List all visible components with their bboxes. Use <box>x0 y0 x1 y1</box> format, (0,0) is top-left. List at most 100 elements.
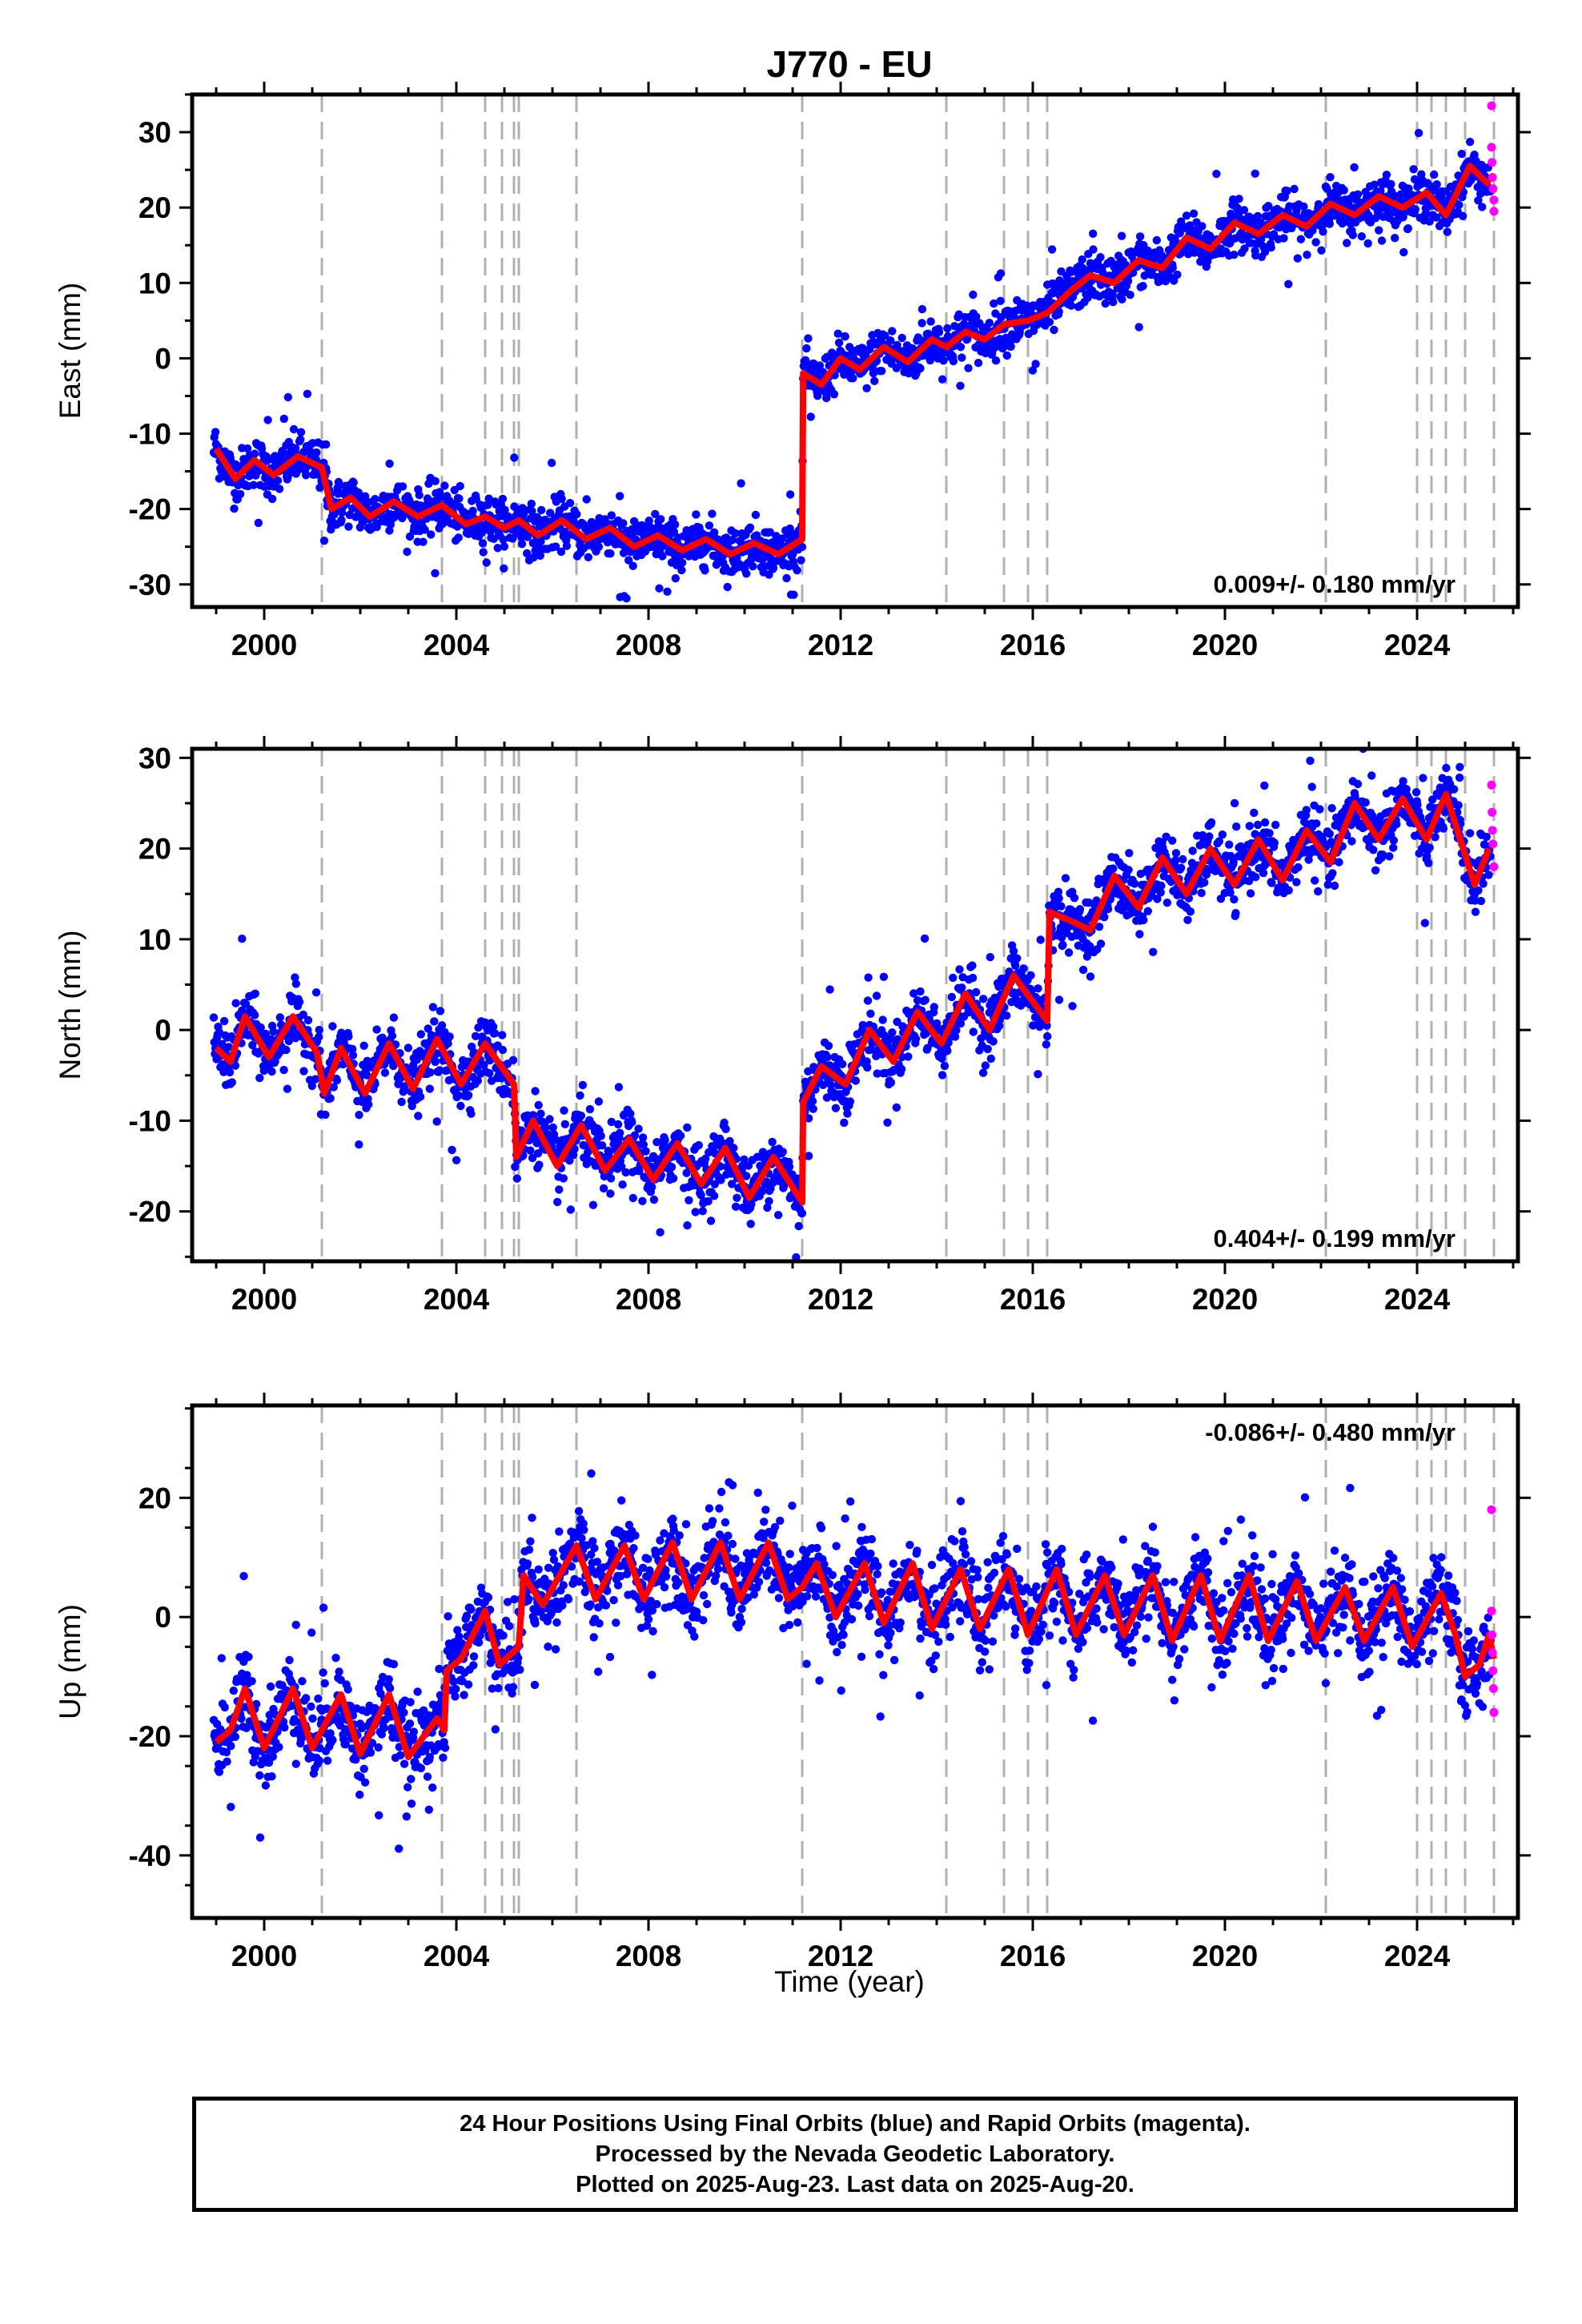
data-point <box>536 551 544 560</box>
outlier-point <box>431 569 440 577</box>
data-point <box>1370 180 1379 189</box>
data-point <box>1232 822 1241 831</box>
data-point <box>1066 301 1076 310</box>
data-point <box>332 1076 342 1085</box>
data-point <box>215 1027 224 1037</box>
data-point <box>1284 886 1293 895</box>
data-point <box>243 444 252 453</box>
data-point <box>628 1118 636 1127</box>
data-point <box>845 1097 855 1106</box>
outlier-point <box>1307 782 1316 791</box>
data-point <box>616 1128 624 1137</box>
data-point <box>1101 299 1110 308</box>
outlier-point <box>1377 236 1387 245</box>
data-point <box>344 1032 353 1041</box>
data-point <box>426 1068 435 1077</box>
data-point <box>893 1017 901 1027</box>
data-point <box>425 1084 434 1093</box>
data-point <box>471 1031 480 1041</box>
data-point <box>528 507 536 516</box>
data-point <box>1413 800 1422 810</box>
data-point <box>1215 837 1224 846</box>
x-tick-label: 2020 <box>1192 629 1258 661</box>
data-point <box>291 1034 300 1043</box>
outlier-point <box>879 972 889 982</box>
data-point <box>649 1195 659 1204</box>
data-point <box>235 489 245 499</box>
data-point <box>1422 209 1431 219</box>
outlier-point <box>986 953 995 962</box>
outlier-point <box>511 1162 520 1172</box>
data-point <box>1424 858 1433 868</box>
data-point <box>1054 887 1063 896</box>
data-point <box>818 1080 828 1090</box>
data-point <box>669 1174 678 1183</box>
data-point <box>1455 200 1464 210</box>
data-point <box>364 1100 373 1109</box>
y-tick-label: 0 <box>155 1014 171 1047</box>
y-tick-label: -20 <box>129 493 171 526</box>
data-point <box>797 1208 807 1218</box>
data-point <box>354 488 363 497</box>
data-point <box>619 519 628 528</box>
data-point <box>414 1112 423 1120</box>
data-point <box>897 333 906 343</box>
data-point <box>691 1208 700 1216</box>
data-point <box>785 1162 794 1172</box>
data-point <box>427 530 436 539</box>
data-point <box>989 1037 998 1046</box>
data-point <box>517 540 527 549</box>
outlier-point <box>1034 1070 1042 1079</box>
rapid-point <box>1488 839 1498 849</box>
data-point <box>829 390 839 399</box>
data-point <box>562 541 572 550</box>
data-point <box>1339 186 1348 195</box>
data-point <box>1125 849 1134 858</box>
data-point <box>742 569 751 578</box>
outlier-point <box>1363 239 1372 248</box>
outlier-point <box>789 590 798 599</box>
data-point <box>1386 209 1395 218</box>
data-point <box>892 1103 901 1112</box>
data-point <box>749 562 757 571</box>
data-point <box>1054 308 1063 316</box>
data-point <box>1123 276 1133 286</box>
data-point <box>1078 255 1086 264</box>
data-point <box>851 1076 861 1085</box>
data-point <box>733 1193 741 1203</box>
data-point <box>778 1148 787 1156</box>
data-point <box>1439 824 1448 833</box>
data-point <box>831 1104 841 1112</box>
data-point <box>911 1035 921 1043</box>
data-point <box>1143 246 1153 255</box>
data-point <box>1264 202 1273 211</box>
outlier-point <box>614 1083 624 1092</box>
outlier-point <box>254 518 263 528</box>
panels: 2000 2004 2008 2012 2016 2020 20243020100-10-2… <box>54 82 1531 1972</box>
panel-2: 2000 2004 2008 2012 2016 2020 20243020100-10-2… <box>54 736 1531 1316</box>
data-point <box>1399 247 1408 257</box>
data-point <box>841 332 849 341</box>
data-point <box>404 1043 413 1052</box>
data-point <box>1086 942 1094 951</box>
data-point <box>710 1180 719 1188</box>
data-point <box>1404 184 1413 193</box>
data-point <box>1302 806 1311 814</box>
data-point <box>728 536 737 545</box>
data-point <box>834 338 844 348</box>
data-point <box>267 494 277 504</box>
data-point <box>802 344 811 353</box>
data-point <box>761 1177 771 1186</box>
data-point <box>1419 774 1427 782</box>
outlier-point <box>978 1068 988 1077</box>
data-point <box>630 1131 639 1140</box>
data-point <box>291 444 300 453</box>
panel-1: 2000 2004 2008 2012 2016 2020 20243020100-10-2… <box>54 82 1531 661</box>
final-orbit-points <box>209 1469 1495 1853</box>
plot-area <box>209 94 1499 607</box>
data-point <box>218 1039 227 1048</box>
data-point <box>551 542 560 551</box>
data-point <box>1026 971 1035 980</box>
data-point <box>1325 830 1335 838</box>
data-point <box>291 973 299 982</box>
